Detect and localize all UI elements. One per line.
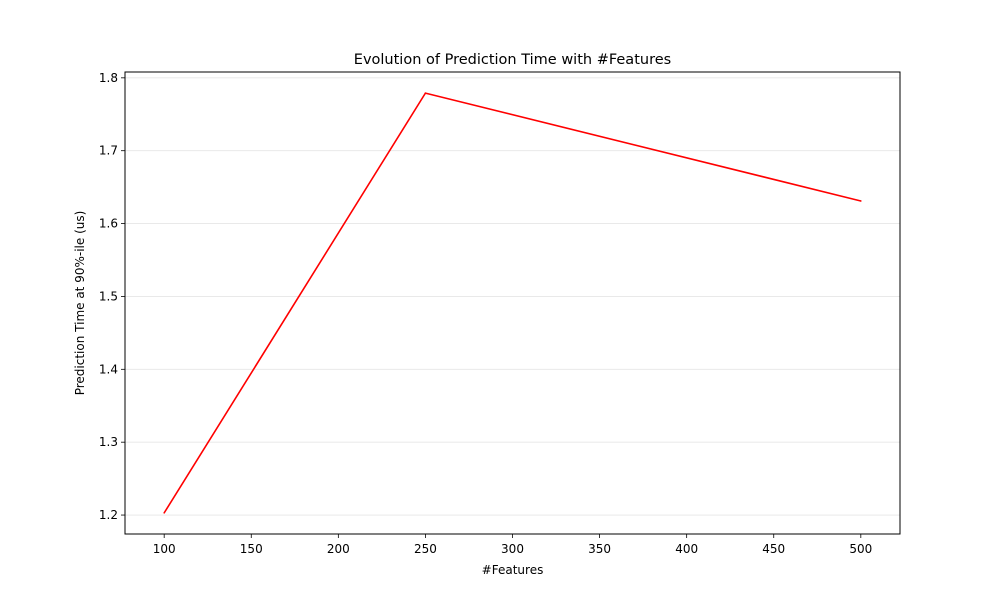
data-point xyxy=(163,512,165,514)
x-tick-label: 200 xyxy=(327,542,350,556)
y-tick-label: 1.2 xyxy=(99,508,118,522)
data-point xyxy=(860,200,862,202)
x-axis-title: #Features xyxy=(482,563,544,577)
y-tick-label: 1.7 xyxy=(99,144,118,158)
y-tick-label: 1.4 xyxy=(99,362,118,376)
x-tick-label: 400 xyxy=(675,542,698,556)
x-tick-label: 150 xyxy=(240,542,263,556)
y-tick-label: 1.3 xyxy=(99,435,118,449)
x-tick-label: 350 xyxy=(588,542,611,556)
x-tick-label: 300 xyxy=(501,542,524,556)
y-tick-label: 1.5 xyxy=(99,289,118,303)
data-point xyxy=(424,92,427,94)
axis-ticks: 1.2 1.3 1.4 1.5 1.6 1.7 1.8 100 150 200 250 300 350 4… xyxy=(99,71,872,556)
plot-data xyxy=(163,92,862,514)
y-tick-label: 1.6 xyxy=(99,217,118,231)
x-tick-label: 250 xyxy=(414,542,437,556)
x-tick-label: 500 xyxy=(849,542,872,556)
y-tick-label: 1.8 xyxy=(99,71,118,85)
x-tick-label: 100 xyxy=(153,542,176,556)
chart-title: Evolution of Prediction Time with #Featu… xyxy=(354,52,671,68)
x-tick-label: 450 xyxy=(762,542,785,556)
y-axis-title: Prediction Time at 90%-ile (us) xyxy=(73,211,87,396)
